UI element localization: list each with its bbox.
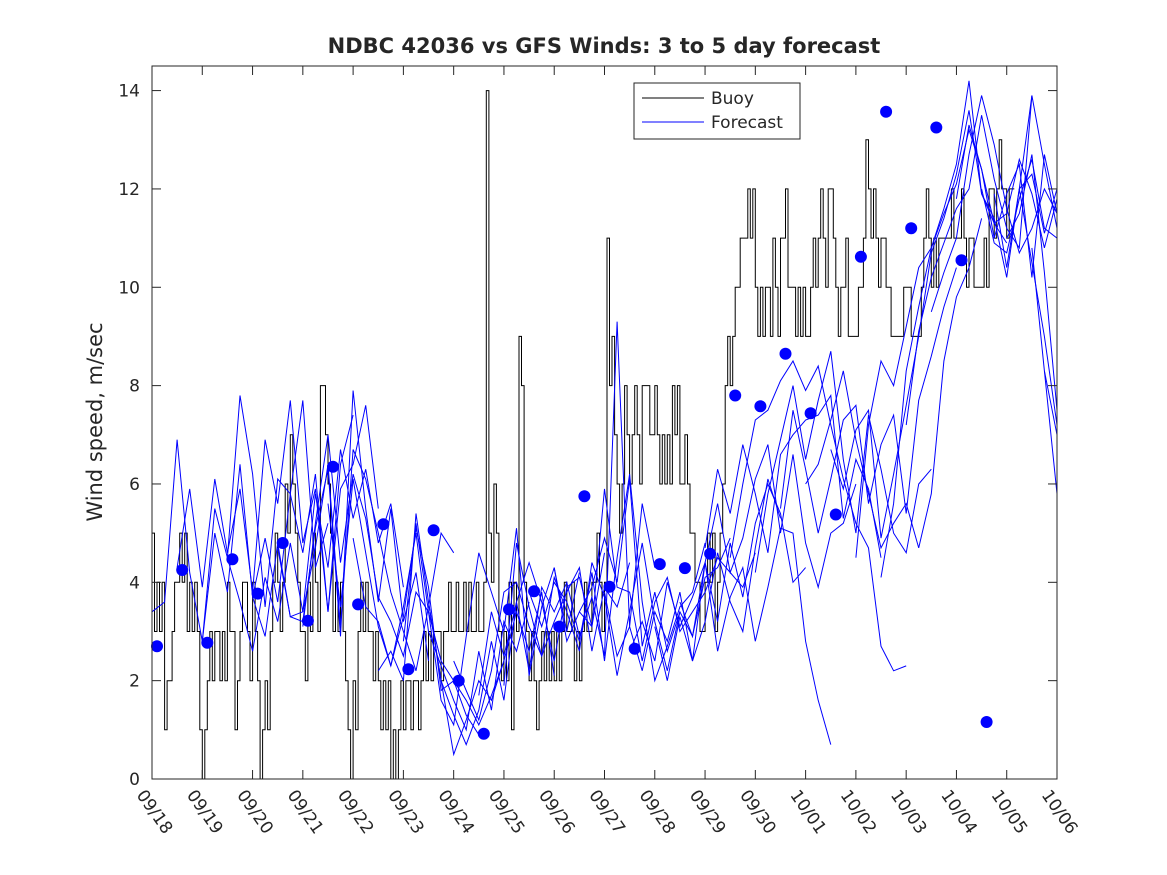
forecast-point — [377, 518, 390, 531]
forecast-point — [352, 598, 365, 611]
legend-forecast-label: Forecast — [711, 113, 783, 133]
forecast-line-38 — [1043, 370, 1058, 435]
forecast-point — [955, 254, 968, 267]
y-tick-label: 0 — [129, 770, 140, 790]
forecast-line-26 — [805, 218, 983, 550]
forecast-point — [452, 674, 465, 687]
forecast-point — [754, 400, 767, 413]
forecast-line-22 — [704, 394, 882, 558]
forecast-point — [477, 727, 490, 740]
buoy-series — [152, 90, 1015, 780]
forecast-line-25 — [780, 267, 957, 534]
forecast-point — [226, 553, 239, 566]
forecast-point — [804, 407, 817, 420]
y-tick-label: 8 — [129, 377, 140, 397]
forecast-point — [628, 642, 641, 655]
forecast-line-21 — [679, 444, 857, 639]
y-tick-label: 14 — [118, 82, 140, 102]
forecast-point — [678, 562, 691, 575]
legend-buoy-label: Buoy — [711, 89, 754, 109]
forecast-point — [779, 347, 792, 360]
forecast-point — [528, 585, 541, 598]
forecast-point — [176, 564, 189, 576]
forecast-point — [603, 580, 616, 593]
forecast-line-14 — [503, 542, 681, 686]
forecast-point — [729, 389, 742, 402]
forecast-point — [578, 490, 591, 503]
y-tick-label: 6 — [129, 475, 140, 495]
forecast-point — [930, 121, 943, 134]
forecast-line-33 — [981, 159, 1058, 254]
y-axis-label: Wind speed, m/sec — [83, 322, 107, 521]
forecast-line-34 — [993, 173, 1058, 268]
forecast-line-6 — [302, 434, 480, 735]
forecast-line-28 — [855, 80, 1033, 558]
forecast-point — [704, 547, 717, 560]
forecast-line-4 — [252, 390, 429, 662]
forecast-line-23 — [729, 359, 907, 672]
forecast-line-0 — [151, 395, 329, 642]
y-tick-label: 2 — [129, 672, 140, 692]
forecast-line-15 — [528, 474, 706, 683]
forecast-line-24 — [754, 351, 932, 573]
forecast-line-7 — [327, 478, 505, 727]
forecast-line-27 — [830, 110, 1008, 539]
forecast-line-30 — [905, 95, 1058, 426]
forecast-point — [503, 603, 515, 616]
buoy-line — [152, 90, 1015, 780]
forecast-points — [151, 105, 993, 740]
forecast-line-36 — [1018, 188, 1058, 426]
forecast-series — [151, 80, 1058, 757]
forecast-point — [402, 663, 415, 676]
forecast-line-35 — [1006, 154, 1058, 411]
y-tick-label: 4 — [129, 573, 140, 593]
forecast-line-9 — [377, 513, 555, 757]
forecast-point — [553, 620, 566, 633]
forecast-point — [427, 524, 440, 537]
forecast-line-3 — [226, 449, 404, 652]
forecast-point — [980, 716, 993, 728]
forecast-point — [905, 222, 918, 235]
forecast-point — [251, 587, 264, 600]
y-tick-label: 12 — [118, 180, 140, 200]
chart-title: NDBC 42036 vs GFS Winds: 3 to 5 day fore… — [328, 34, 881, 58]
legend: Buoy Forecast — [633, 82, 801, 140]
forecast-line-31 — [930, 95, 1058, 313]
forecast-point — [829, 508, 842, 521]
forecast-line-20 — [654, 527, 832, 745]
forecast-point — [151, 640, 163, 653]
forecast-line-8 — [352, 533, 530, 732]
forecast-point — [327, 460, 339, 473]
y-tick-label: 10 — [118, 278, 140, 298]
forecast-line-10 — [402, 523, 580, 727]
forecast-point — [276, 537, 289, 549]
forecast-point — [880, 105, 893, 118]
forecast-point — [301, 614, 314, 627]
forecast-point — [854, 250, 867, 263]
forecast-point — [201, 636, 214, 649]
forecast-point — [653, 558, 666, 571]
legend-box — [633, 82, 801, 140]
